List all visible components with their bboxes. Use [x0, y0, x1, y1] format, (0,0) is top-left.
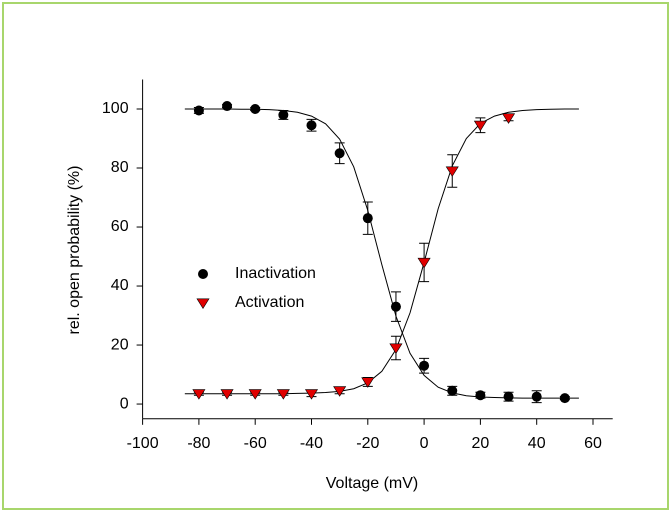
- point: [389, 343, 403, 354]
- point: [304, 389, 319, 400]
- point: [193, 105, 204, 116]
- point: [306, 120, 317, 131]
- x-axis-title: Voltage (mV): [326, 475, 418, 492]
- y-tick-label: 0: [120, 395, 129, 412]
- x-tick-label: -100: [127, 435, 159, 452]
- legend-label: Activation: [235, 294, 304, 311]
- legend-label: Inactivation: [235, 265, 316, 282]
- x-tick-label: -60: [244, 435, 267, 452]
- point: [559, 393, 570, 404]
- fit-curve: [184, 108, 579, 395]
- legend-marker: [196, 298, 210, 309]
- point: [334, 148, 345, 159]
- point: [276, 389, 290, 400]
- point: [362, 213, 373, 224]
- point: [531, 391, 542, 402]
- point: [361, 377, 375, 388]
- x-tick-label: -80: [187, 435, 210, 452]
- y-tick-label: 40: [111, 277, 129, 294]
- point: [475, 390, 486, 401]
- x-tick-label: 0: [420, 435, 429, 452]
- x-tick-label: 40: [528, 435, 546, 452]
- x-tick-label: 60: [584, 435, 602, 452]
- x-tick-label: 20: [471, 435, 489, 452]
- x-tick-label: -40: [300, 435, 323, 452]
- point: [220, 389, 234, 400]
- point: [502, 113, 516, 124]
- point: [333, 386, 347, 397]
- y-tick-label: 20: [111, 336, 129, 353]
- point: [473, 120, 487, 132]
- x-tick-label: -20: [356, 435, 379, 452]
- point: [222, 101, 233, 112]
- legend-marker: [198, 269, 208, 279]
- y-tick-label: 100: [102, 100, 129, 117]
- point: [417, 257, 431, 269]
- point: [445, 166, 459, 177]
- point: [419, 360, 430, 371]
- point: [447, 385, 458, 396]
- point: [278, 109, 289, 120]
- point: [390, 301, 401, 312]
- y-tick-label: 80: [111, 159, 129, 176]
- point: [248, 389, 262, 400]
- point: [192, 389, 206, 400]
- point: [250, 104, 261, 115]
- fit-curve: [184, 108, 579, 399]
- y-tick-label: 60: [111, 218, 129, 235]
- y-axis-title: rel. open probability (%): [66, 166, 83, 335]
- point: [503, 391, 514, 402]
